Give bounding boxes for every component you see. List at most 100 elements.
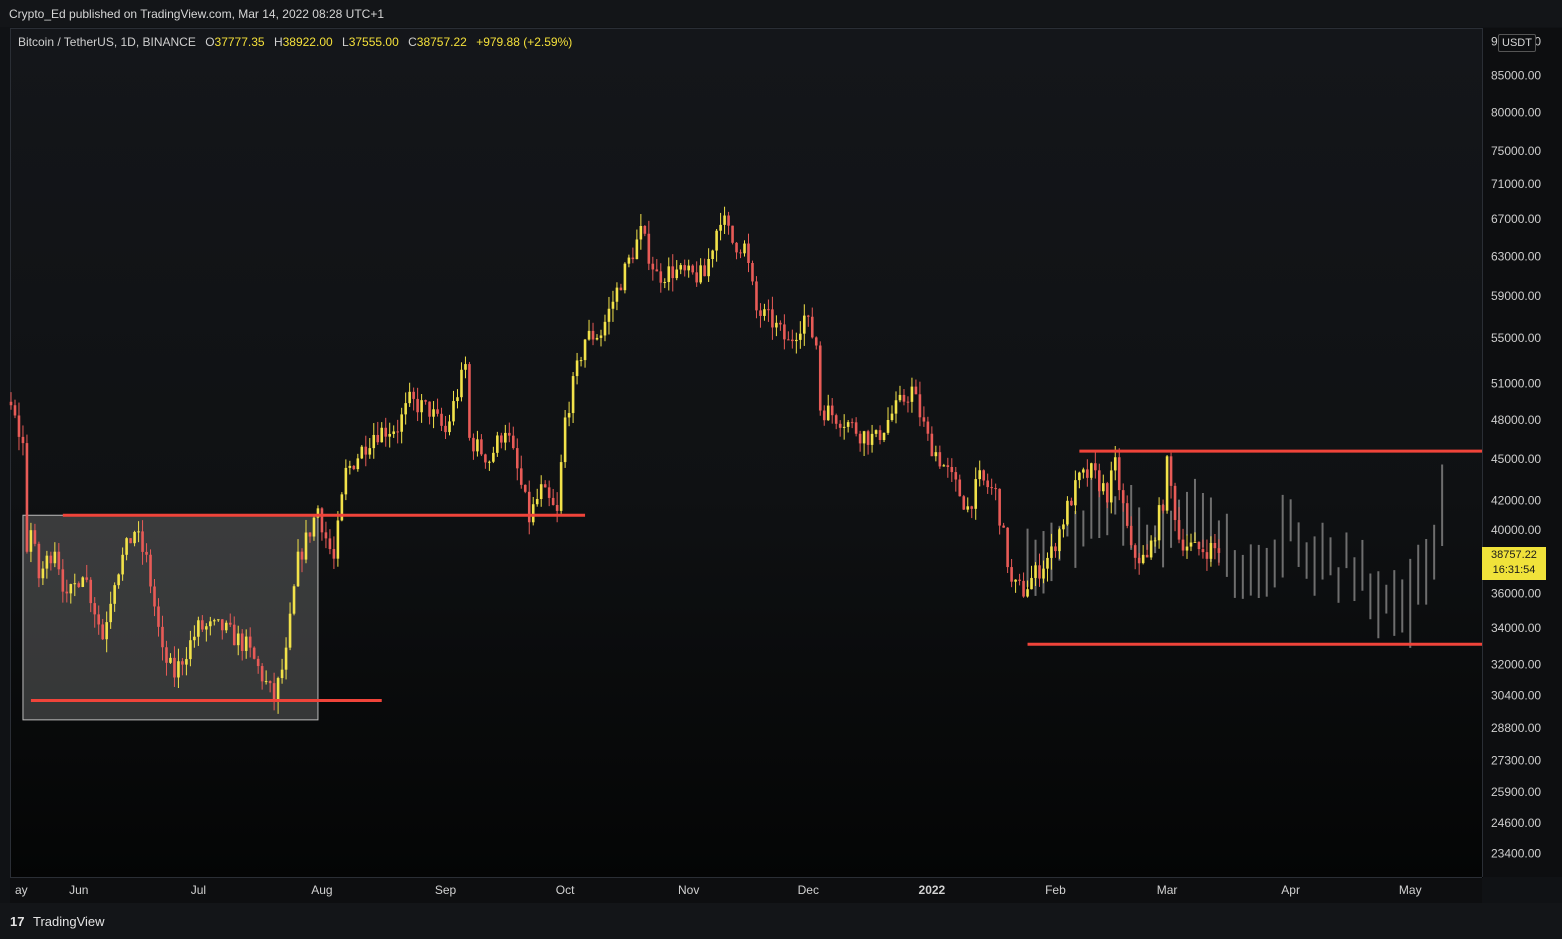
candle-body	[599, 335, 603, 338]
time-tick-label: Jun	[69, 883, 88, 897]
open-value: 37777.35	[214, 35, 265, 49]
time-tick-label: 2022	[919, 883, 946, 897]
candle-body	[898, 394, 902, 401]
price-tick-label: 30400.00	[1491, 689, 1541, 703]
candle-body	[272, 683, 276, 702]
candle-body	[818, 345, 822, 411]
candle-body	[197, 620, 200, 637]
candle-body	[368, 448, 372, 455]
candle-body	[1054, 546, 1057, 552]
tradingview-logo-icon[interactable]: 17	[10, 914, 25, 929]
candle-body	[579, 360, 583, 362]
currency-badge[interactable]: USDT	[1498, 34, 1536, 52]
candle-body	[440, 413, 443, 426]
candle-body	[169, 657, 172, 663]
candle-body	[328, 538, 332, 550]
footer-bar: 17 TradingView	[0, 903, 1562, 939]
candle-body	[113, 585, 116, 604]
price-tick-label: 59000.00	[1491, 289, 1541, 303]
candle-body	[372, 434, 376, 449]
candle-body	[332, 549, 336, 559]
candle-body	[384, 427, 388, 437]
candle-body	[9, 401, 13, 406]
candle-body	[615, 287, 619, 302]
price-tick-label: 63000.00	[1491, 249, 1541, 263]
candle-body	[177, 661, 180, 678]
candle-body	[627, 257, 631, 264]
time-tick-label: Sep	[435, 883, 457, 897]
candle-body	[181, 661, 184, 665]
candle-body	[93, 603, 97, 615]
chart-pane[interactable]	[10, 28, 1483, 878]
candle-body	[336, 520, 340, 559]
candle-body	[639, 225, 643, 240]
candle-body	[635, 239, 639, 260]
candle-body	[667, 266, 671, 283]
candle-body	[316, 508, 320, 518]
candle-body	[1090, 463, 1093, 478]
candle-body	[998, 488, 1001, 526]
candle-body	[587, 330, 591, 340]
tradingview-brand[interactable]: TradingView	[33, 914, 105, 929]
time-axis[interactable]	[10, 877, 1482, 904]
candle-body	[1034, 565, 1037, 578]
candle-body	[29, 530, 33, 552]
candle-body	[1213, 542, 1217, 549]
candle-body	[551, 497, 555, 505]
time-tick-label: Nov	[678, 883, 699, 897]
price-axis[interactable]	[1482, 28, 1562, 877]
candle-body	[185, 659, 188, 665]
candle-body	[392, 431, 395, 434]
close-value: 38757.22	[416, 35, 467, 49]
candle-body	[934, 452, 938, 457]
price-tick-label: 71000.00	[1491, 177, 1541, 191]
candle-body	[33, 530, 37, 544]
candle-body	[806, 315, 810, 317]
candle-body	[663, 282, 667, 284]
candle-body	[101, 624, 104, 640]
candle-body	[1026, 589, 1029, 597]
candle-body	[1105, 483, 1109, 503]
publish-header: Crypto_Ed published on TradingView.com, …	[0, 0, 1562, 27]
low-value: 37555.00	[348, 35, 399, 49]
candle-body	[559, 462, 563, 511]
candle-body	[13, 405, 17, 416]
candle-body	[340, 494, 344, 521]
candle-body	[1062, 524, 1065, 530]
candle-body	[779, 322, 782, 325]
candle-body	[946, 465, 950, 468]
candle-body	[292, 586, 296, 614]
candle-body	[1205, 552, 1209, 559]
candle-body	[145, 551, 148, 555]
candle-body	[344, 467, 348, 495]
candle-body	[1137, 557, 1141, 564]
candle-body	[65, 591, 69, 594]
candle-body	[508, 432, 511, 436]
price-tick-label: 25900.00	[1491, 785, 1541, 799]
candle-body	[942, 465, 946, 467]
candle-body	[276, 678, 280, 702]
candle-body	[364, 446, 368, 455]
candle-body	[623, 263, 627, 291]
candle-body	[783, 324, 786, 340]
candle-body	[404, 403, 407, 415]
candle-body	[352, 465, 356, 470]
candle-body	[224, 622, 228, 631]
candle-body	[743, 243, 746, 254]
candle-body	[675, 269, 679, 279]
candle-body	[631, 257, 635, 260]
candle-body	[308, 532, 312, 537]
candle-body	[25, 443, 29, 552]
candle-body	[256, 658, 260, 667]
candle-body	[866, 431, 870, 445]
price-tick-label: 24600.00	[1491, 816, 1541, 830]
candle-body	[209, 621, 212, 627]
candle-body	[165, 647, 168, 663]
price-tick-label: 48000.00	[1491, 413, 1541, 427]
candle-body	[49, 555, 53, 564]
candle-body	[671, 266, 675, 279]
candle-body	[850, 422, 854, 424]
candle-body	[583, 339, 587, 361]
candle-body	[268, 681, 272, 684]
